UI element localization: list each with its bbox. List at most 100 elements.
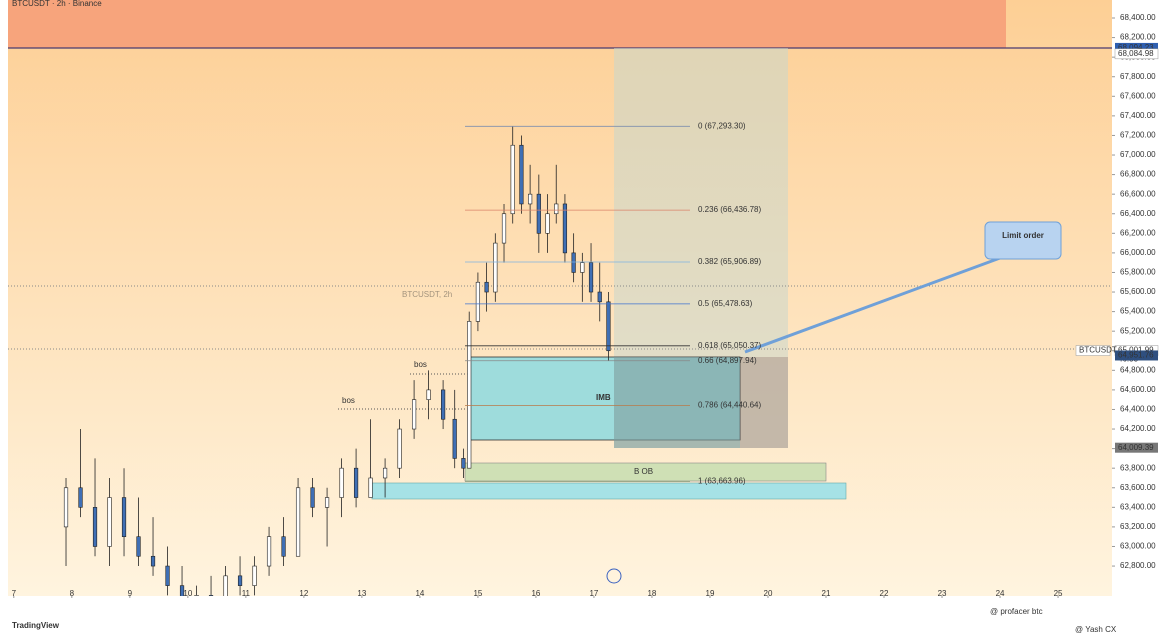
y-tick-label: 66,000.00 [1120, 248, 1156, 257]
x-tick-label: 23 [938, 589, 947, 598]
y-tick-label: 67,800.00 [1120, 72, 1156, 81]
overlap [614, 357, 740, 448]
candle-body [597, 291, 602, 303]
x-tick-label: 17 [589, 589, 598, 598]
x-tick-label: 18 [647, 589, 656, 598]
y-tick-label: 63,600.00 [1120, 483, 1156, 492]
price-tag-label: 65,001.99 [1118, 346, 1154, 355]
x-tick-label: 13 [357, 589, 366, 598]
x-tick-label: 20 [764, 589, 773, 598]
candle-body [310, 487, 315, 508]
x-tick-label: 12 [299, 589, 308, 598]
x-tick-label: 11 [242, 589, 251, 598]
candle-body [493, 242, 498, 293]
candle-body [179, 585, 185, 596]
candle-body [580, 262, 585, 273]
fib-label: 0.66 (64,897.94) [698, 356, 757, 365]
price-axis [1112, 0, 1170, 604]
candle-body [295, 487, 301, 557]
candle-body [562, 203, 568, 254]
y-tick-label: 68,400.00 [1120, 13, 1156, 22]
price-tag-label: 68,084.98 [1118, 49, 1154, 58]
y-tick-label: 67,000.00 [1120, 150, 1156, 159]
risk-box [740, 357, 788, 448]
footer [0, 596, 1170, 636]
plot-bg [8, 0, 1112, 596]
candle-body [588, 262, 594, 293]
y-tick-label: 67,600.00 [1120, 91, 1156, 100]
price-tag [1115, 350, 1158, 361]
price-tag-label: 68,094.23 [1118, 43, 1154, 52]
candle-body [501, 213, 507, 244]
x-tick-label: 21 [822, 589, 831, 598]
y-tick-label: 65,400.00 [1120, 307, 1156, 316]
bos-label: bos [342, 396, 355, 405]
x-tick-label: 25 [1054, 589, 1063, 598]
fib-label: 0.5 (65,478.63) [698, 299, 753, 308]
fib-label: 1 (63,663.96) [698, 477, 746, 486]
candle-body [237, 575, 243, 586]
candle-body [467, 321, 472, 469]
candle-body [441, 389, 446, 420]
candle-body [107, 497, 112, 547]
brand: TradingView [12, 621, 60, 630]
fib-label: 0.236 (66,436.78) [698, 205, 761, 214]
candle-body [136, 536, 141, 557]
candle-body [266, 536, 272, 567]
x-tick-label: 15 [473, 589, 482, 598]
fib-label: 0.382 (65,906.89) [698, 257, 761, 266]
imb-label: IMB [596, 393, 611, 402]
candle-body [519, 144, 524, 205]
y-tick-label: 65,800.00 [1120, 268, 1156, 277]
candle-body [411, 399, 417, 430]
ob-box [464, 462, 827, 482]
candle-body [368, 477, 373, 498]
candle-body [121, 497, 127, 537]
y-tick-label: 64,800.00 [1120, 365, 1156, 374]
callout [984, 221, 1062, 260]
demand-box [371, 482, 847, 500]
candle-body [452, 418, 457, 459]
y-tick-label: 66,800.00 [1120, 170, 1156, 179]
price-tag-label: 64,009.39 [1118, 443, 1154, 452]
x-tick-label: 7 [12, 589, 17, 598]
candle-body [223, 575, 228, 596]
x-tick-label: 24 [996, 589, 1005, 598]
x-tick-label: 16 [531, 589, 540, 598]
candle-body [571, 252, 576, 273]
y-tick-label: 67,400.00 [1120, 111, 1156, 120]
watermark: BTCUSDT, 2h [402, 290, 452, 299]
price-tag [1114, 48, 1159, 60]
x-tick-label: 14 [415, 589, 424, 598]
header: BTCUSDT · 2h · Binance [12, 0, 102, 8]
x-tick-label: 22 [880, 589, 889, 598]
candle-body [554, 203, 559, 215]
candle-body [92, 507, 98, 547]
candle-body [536, 193, 541, 234]
credit: @ Yash CX [1075, 625, 1117, 634]
x-tick-label: 9 [128, 589, 133, 598]
credit: @ profacer btc [990, 607, 1043, 616]
candle-body [339, 467, 344, 498]
fib-label: 0.786 (64,440.64) [698, 401, 761, 410]
symbol-tag: BTCUSDT [1079, 346, 1117, 355]
ob-label: B OB [634, 467, 653, 476]
fib-label: 0 (67,293.30) [698, 121, 746, 130]
candle-body [461, 458, 466, 469]
candle-body [208, 595, 214, 596]
y-tick-label: 65,600.00 [1120, 287, 1156, 296]
candle-body [606, 301, 611, 352]
y-tick-label: 65,200.00 [1120, 326, 1156, 335]
callout-pointer [744, 256, 1001, 354]
y-tick-label: 64,600.00 [1120, 385, 1156, 394]
x-tick-label: 10 [183, 589, 192, 598]
candle-body [397, 428, 402, 469]
candle-body [281, 536, 286, 557]
event-icon[interactable] [606, 568, 622, 584]
candle-body [324, 497, 330, 508]
y-tick-label: 63,800.00 [1120, 463, 1156, 472]
x-tick-label: 8 [70, 589, 75, 598]
candle-body [353, 467, 359, 498]
